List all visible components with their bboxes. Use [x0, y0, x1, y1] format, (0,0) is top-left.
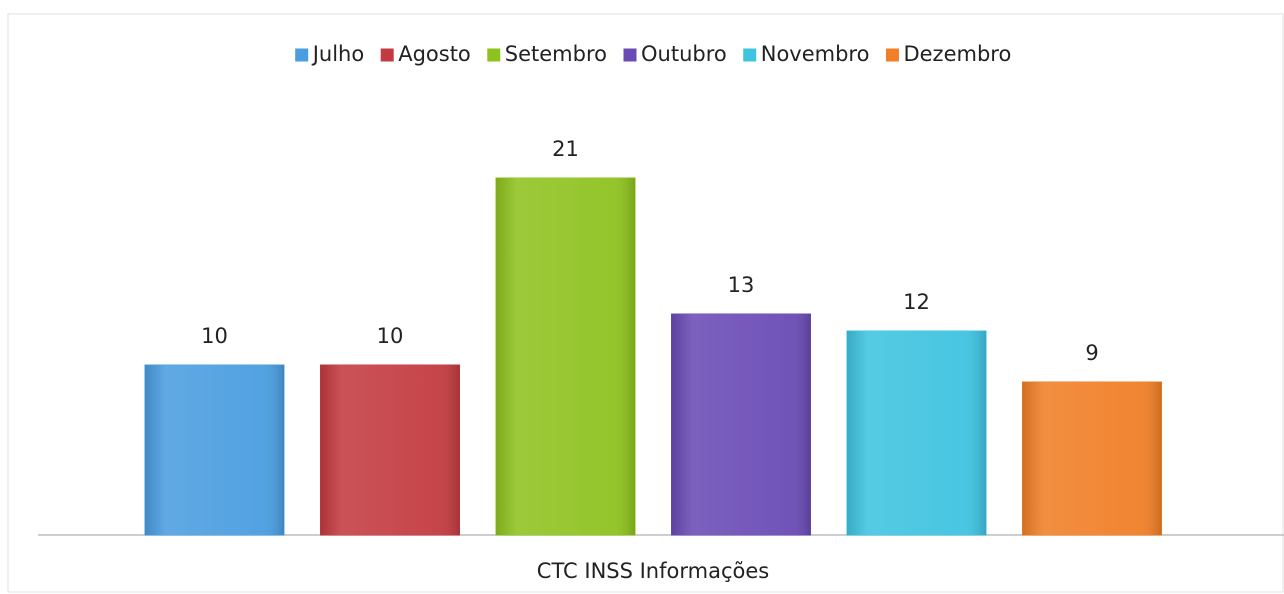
bar-shade [671, 314, 811, 535]
legend-swatch [742, 47, 758, 63]
bar-shade [496, 178, 635, 535]
legend-label: Outubro [641, 42, 727, 66]
legend-label: Julho [311, 42, 365, 66]
legend-label: Setembro [505, 42, 607, 66]
bar-shade [847, 331, 986, 535]
legend-swatch [294, 47, 310, 63]
value-label: 10 [377, 324, 404, 348]
legend-swatch [379, 47, 395, 63]
legend-label: Dezembro [903, 42, 1011, 66]
bar-shade [145, 365, 284, 535]
value-label: 9 [1085, 341, 1098, 365]
legend-label: Agosto [398, 42, 471, 66]
value-label: 10 [201, 324, 228, 348]
bar-shade [1022, 382, 1162, 535]
value-label: 12 [903, 290, 930, 314]
legend-swatch [486, 47, 502, 63]
bar-shade [320, 365, 460, 535]
value-label: 13 [728, 273, 755, 297]
legend-swatch [884, 47, 900, 63]
x-tick-label: CTC INSS Informações [537, 559, 769, 583]
legend-label: Novembro [761, 42, 870, 66]
legend-swatch [622, 47, 638, 63]
value-label: 21 [552, 137, 579, 161]
